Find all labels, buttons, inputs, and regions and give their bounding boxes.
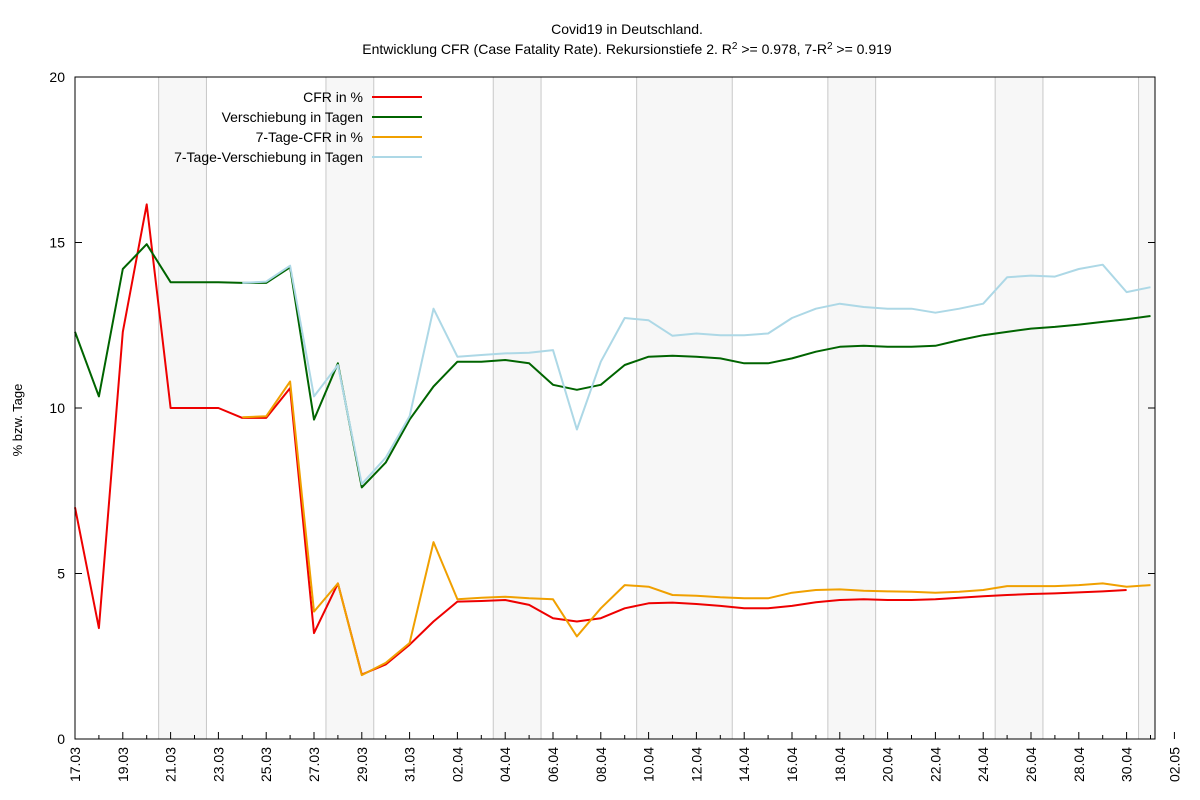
chart-subtitle-part-b: >= 0.978, 7-R [737,41,827,57]
legend-label: 7-Tage-Verschiebung in Tagen [174,149,363,165]
x-tick-label: 29.03 [354,747,370,782]
x-tick-label: 28.04 [1071,747,1087,782]
x-tick-label: 10.04 [641,747,657,782]
x-tick-label: 27.03 [306,747,322,782]
x-tick-label: 02.05 [1166,747,1182,782]
weekend-band-1 [325,77,374,739]
series-lines [74,203,1151,677]
x-tick-label: 20.04 [880,747,896,782]
legend-label: CFR in % [303,89,363,105]
y-tick-label: 5 [57,566,65,582]
x-axis: 17.03 19.03 21.03 23.03 25.03 27.03 29.03 31.03… [67,732,1182,782]
chart-subtitle-sup-1: 2 [732,41,738,52]
y-tick-label: 10 [49,400,65,416]
weekend-band-4 [827,77,876,739]
x-tick-label: 18.04 [832,747,848,782]
legend: CFR in % Verschiebung in Tagen 7-Tage-CFR … [174,89,422,165]
x-tick-label: 08.04 [593,747,609,782]
x-tick-label: 21.03 [163,747,179,782]
x-tick-label: 19.03 [115,747,131,782]
weekend-band-5 [995,77,1043,739]
y-tick-label: 0 [57,731,65,747]
x-tick-label: 12.04 [688,747,704,782]
x-tick-label: 14.04 [736,747,752,782]
legend-label: Verschiebung in Tagen [222,109,363,125]
x-tick-label: 23.03 [210,747,226,782]
x-tick-label: 02.04 [449,747,465,782]
legend-label: 7-Tage-CFR in % [256,129,363,145]
x-tick-label: 26.04 [1023,747,1039,782]
chart-title: Covid19 in Deutschland. [551,21,703,37]
x-tick-label: 30.04 [1119,747,1135,782]
x-tick-label: 31.03 [402,747,418,782]
weekend-band-2 [493,77,542,739]
x-tick-label: 16.04 [784,747,800,782]
series-line-3 [242,263,1151,486]
series-line-2 [242,380,1151,677]
weekend-band-3 [636,77,733,739]
plot-frame [74,76,1156,740]
y-axis-label: % bzw. Tage [10,384,25,457]
x-tick-label: 24.04 [975,747,991,782]
x-tick-label: 04.04 [497,747,513,782]
x-tick-label: 17.03 [67,747,83,782]
chart-subtitle-part-c: >= 0.919 [833,41,892,57]
y-tick-label: 20 [49,69,65,85]
y-tick-label: 15 [49,235,65,251]
x-tick-label: 22.04 [927,747,943,782]
chart-subtitle: Entwicklung CFR (Case Fatality Rate). Re… [362,41,892,57]
chart-subtitle-part-a: Entwicklung CFR (Case Fatality Rate). Re… [362,41,732,57]
x-tick-label: 06.04 [545,747,561,782]
chart-subtitle-sup-2: 2 [827,41,833,52]
x-tick-label: 25.03 [258,747,274,782]
